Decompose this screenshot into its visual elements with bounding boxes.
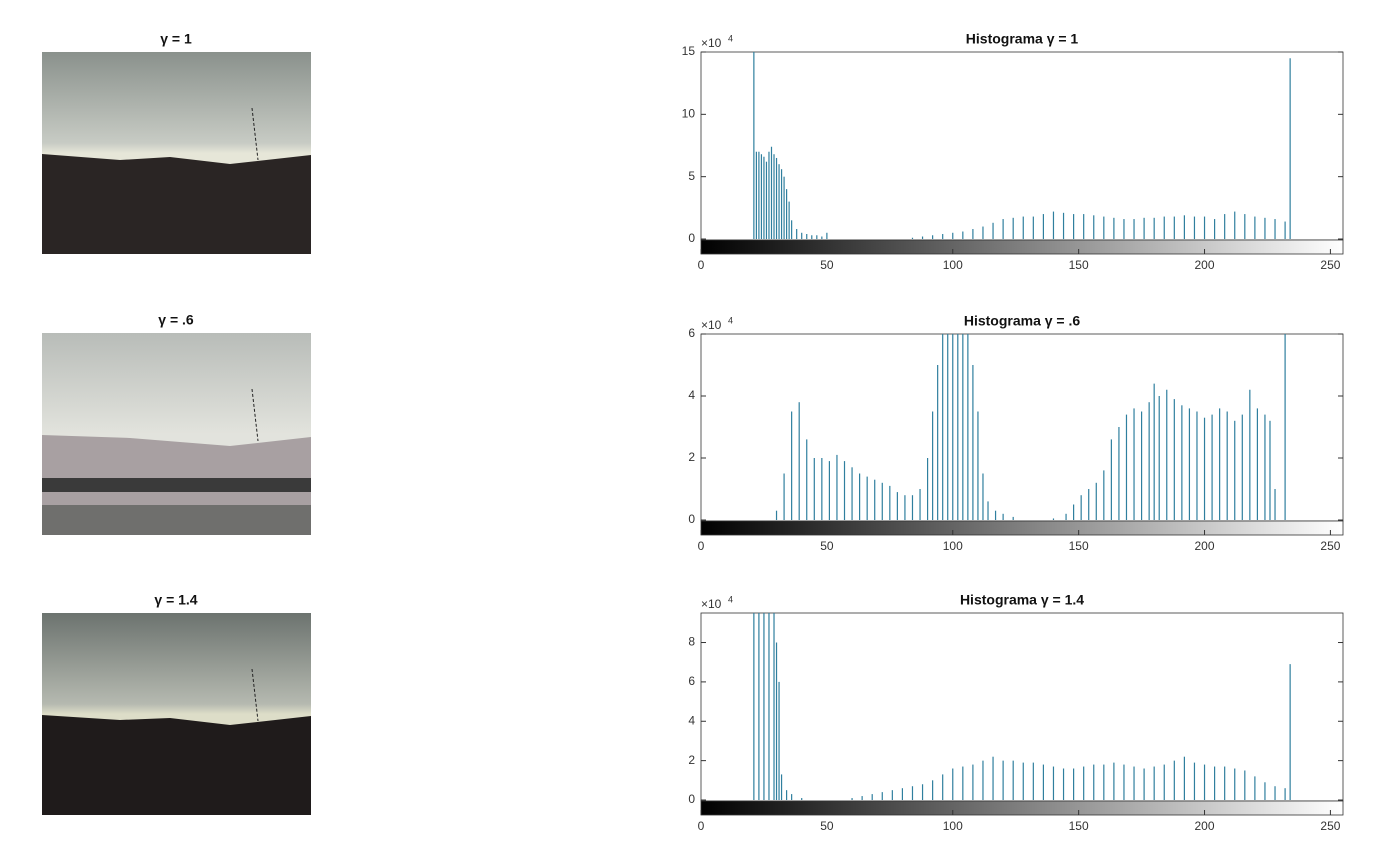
stems xyxy=(753,52,1291,239)
x-tick-label: 200 xyxy=(1195,539,1215,553)
x-tick-label: 150 xyxy=(1069,819,1089,833)
plot-area xyxy=(700,612,1344,802)
x-tick-label: 250 xyxy=(1320,539,1340,553)
chart-title: Histograma γ = 1 xyxy=(966,31,1079,47)
y-tick-label: 6 xyxy=(688,674,695,688)
x-tick-label: 0 xyxy=(698,258,705,272)
y-tick-label: 2 xyxy=(688,753,695,767)
exponent: 4 xyxy=(728,315,733,325)
x-tick-label: 50 xyxy=(820,258,834,272)
chart-title: Histograma γ = 1.4 xyxy=(960,592,1084,608)
x-tick-label: 250 xyxy=(1320,258,1340,272)
y-tick-label: 2 xyxy=(688,450,695,464)
y-tick-label: 0 xyxy=(688,792,695,806)
x-tick-label: 0 xyxy=(698,539,705,553)
x-tick-label: 150 xyxy=(1069,539,1089,553)
y-tick-label: 5 xyxy=(688,169,695,183)
y-tick-label: 0 xyxy=(688,231,695,245)
exponent-base: ×10 xyxy=(701,597,722,611)
x-tick-label: 100 xyxy=(943,819,963,833)
plot-area xyxy=(700,51,1344,241)
image-1 xyxy=(42,52,311,254)
colorbar xyxy=(700,800,1344,816)
x-tick-label: 250 xyxy=(1320,819,1340,833)
x-tick-label: 150 xyxy=(1069,258,1089,272)
y-tick-label: 4 xyxy=(688,388,695,402)
plot-area xyxy=(700,333,1344,522)
image-title: γ = 1.4 xyxy=(154,592,197,608)
image-title: γ = .6 xyxy=(158,312,194,328)
stems xyxy=(753,613,1291,800)
y-tick-label: 8 xyxy=(688,635,695,649)
image-title: γ = 1 xyxy=(160,31,192,47)
x-tick-label: 50 xyxy=(820,539,834,553)
y-tick-label: 10 xyxy=(682,107,696,121)
x-tick-label: 200 xyxy=(1195,819,1215,833)
exponent-base: ×10 xyxy=(701,36,722,50)
y-tick-label: 0 xyxy=(688,512,695,526)
stems xyxy=(775,334,1286,520)
x-tick-label: 100 xyxy=(943,258,963,272)
exponent: 4 xyxy=(728,594,733,604)
x-tick-label: 200 xyxy=(1195,258,1215,272)
exponent-base: ×10 xyxy=(701,318,722,332)
y-tick-label: 4 xyxy=(688,713,695,727)
colorbar xyxy=(700,239,1344,255)
colorbar xyxy=(700,520,1344,536)
y-tick-label: 6 xyxy=(688,326,695,340)
image-3 xyxy=(42,613,311,815)
exponent: 4 xyxy=(728,33,733,43)
x-tick-label: 50 xyxy=(820,819,834,833)
x-tick-label: 100 xyxy=(943,539,963,553)
image-2 xyxy=(42,333,311,535)
x-tick-label: 0 xyxy=(698,819,705,833)
y-tick-label: 15 xyxy=(682,44,696,58)
chart-title: Histograma γ = .6 xyxy=(964,313,1081,329)
